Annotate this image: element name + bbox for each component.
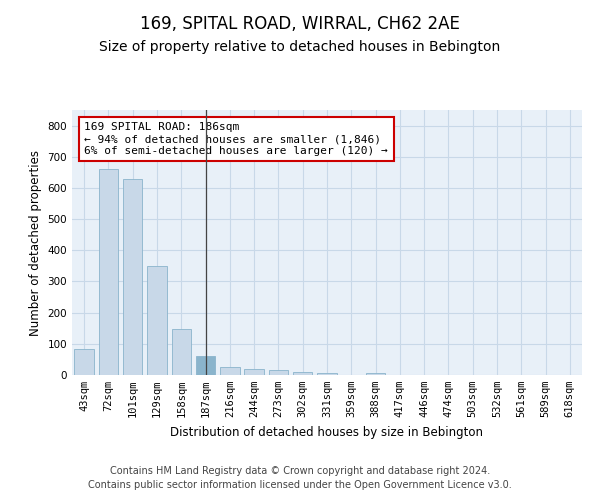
Text: Size of property relative to detached houses in Bebington: Size of property relative to detached ho… <box>100 40 500 54</box>
Bar <box>172 329 191 375</box>
Bar <box>244 369 264 375</box>
Text: 169, SPITAL ROAD, WIRRAL, CH62 2AE: 169, SPITAL ROAD, WIRRAL, CH62 2AE <box>140 15 460 33</box>
X-axis label: Distribution of detached houses by size in Bebington: Distribution of detached houses by size … <box>170 426 484 438</box>
Text: Contains HM Land Registry data © Crown copyright and database right 2024.
Contai: Contains HM Land Registry data © Crown c… <box>88 466 512 490</box>
Bar <box>293 372 313 375</box>
Bar <box>196 356 215 375</box>
Text: 169 SPITAL ROAD: 186sqm
← 94% of detached houses are smaller (1,846)
6% of semi-: 169 SPITAL ROAD: 186sqm ← 94% of detache… <box>85 122 388 156</box>
Bar <box>99 169 118 375</box>
Y-axis label: Number of detached properties: Number of detached properties <box>29 150 42 336</box>
Bar <box>147 266 167 375</box>
Bar <box>366 372 385 375</box>
Bar <box>123 179 142 375</box>
Bar <box>317 373 337 375</box>
Bar <box>74 349 94 375</box>
Bar <box>220 367 239 375</box>
Bar <box>269 370 288 375</box>
